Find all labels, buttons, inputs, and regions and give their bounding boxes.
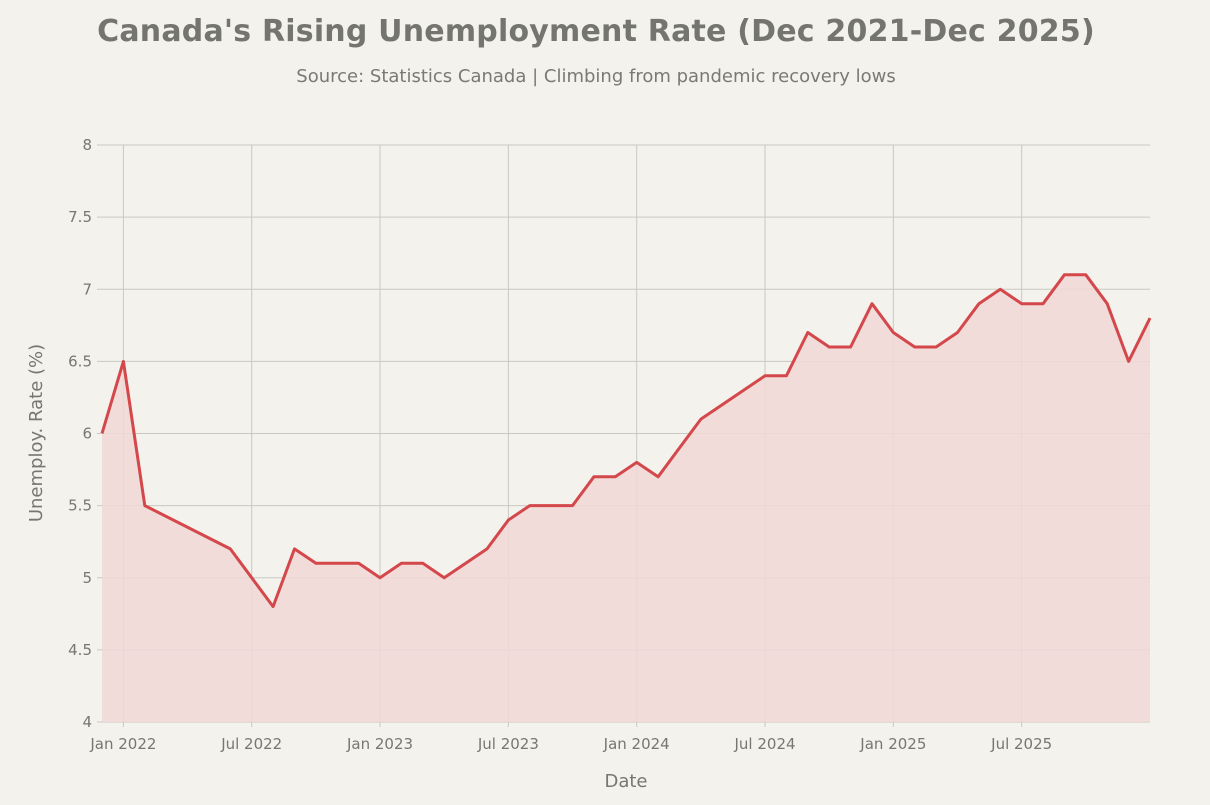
- data-point: [228, 547, 232, 551]
- y-tick-label: 4: [82, 713, 92, 731]
- data-point: [1084, 273, 1088, 277]
- data-point: [635, 460, 639, 464]
- y-tick-label: 7.5: [68, 208, 92, 226]
- y-tick-label: 4.5: [68, 641, 92, 659]
- y-tick-label: 7: [82, 280, 92, 298]
- data-point: [592, 475, 596, 479]
- x-tick-label: Jul 2024: [733, 735, 795, 753]
- data-point: [357, 561, 361, 565]
- x-tick-label: Jan 2025: [859, 735, 926, 753]
- y-tick-label: 6: [82, 425, 92, 443]
- data-point: [956, 331, 960, 335]
- data-point: [977, 302, 981, 306]
- data-point: [827, 345, 831, 349]
- data-point: [121, 359, 125, 363]
- data-point: [271, 605, 275, 609]
- series-line: [100, 273, 1152, 609]
- data-point: [399, 561, 403, 565]
- y-axis-ticks: 4 4.5 5 5.5 6 6.5 7 7.5 8: [68, 136, 102, 731]
- data-point: [806, 331, 810, 335]
- data-point: [699, 417, 703, 421]
- data-point: [1020, 302, 1024, 306]
- data-point: [913, 345, 917, 349]
- x-tick-label: Jul 2022: [220, 735, 282, 753]
- data-point: [1127, 359, 1131, 363]
- x-axis-title: Date: [604, 771, 647, 792]
- data-point: [1105, 302, 1109, 306]
- data-point: [143, 504, 147, 508]
- data-point: [571, 504, 575, 508]
- y-tick-label: 5.5: [68, 497, 92, 515]
- data-point: [292, 547, 296, 551]
- data-point: [506, 518, 510, 522]
- data-point: [870, 302, 874, 306]
- x-tick-label: Jan 2024: [603, 735, 670, 753]
- chart-subtitle: Source: Statistics Canada | Climbing fro…: [296, 66, 896, 87]
- data-point: [784, 374, 788, 378]
- data-point: [656, 475, 660, 479]
- x-tick-label: Jul 2023: [477, 735, 539, 753]
- series-line-layer: [100, 273, 1152, 609]
- y-tick-label: 6.5: [68, 352, 92, 370]
- data-point: [849, 345, 853, 349]
- x-tick-label: Jan 2023: [346, 735, 413, 753]
- y-axis-title: Unemploy. Rate (%): [26, 344, 47, 522]
- data-point: [1041, 302, 1045, 306]
- data-point: [1062, 273, 1066, 277]
- data-point: [314, 561, 318, 565]
- data-point: [677, 446, 681, 450]
- y-tick-label: 8: [82, 136, 92, 154]
- y-tick-label: 5: [82, 569, 92, 587]
- data-point: [485, 547, 489, 551]
- data-point: [613, 475, 617, 479]
- series-area-fill: [102, 274, 1150, 722]
- x-tick-label: Jul 2025: [990, 735, 1052, 753]
- data-point: [378, 576, 382, 580]
- data-point: [421, 561, 425, 565]
- x-axis-ticks: Jan 2022 Jul 2022 Jan 2023 Jul 2023 Jan 2024…: [89, 722, 1052, 753]
- chart-title: Canada's Rising Unemployment Rate (Dec 2…: [97, 14, 1095, 49]
- data-point: [763, 374, 767, 378]
- data-point: [442, 576, 446, 580]
- data-point: [891, 331, 895, 335]
- data-point: [998, 287, 1002, 291]
- data-point: [934, 345, 938, 349]
- area-fill-layer: [102, 274, 1150, 722]
- x-tick-label: Jan 2022: [89, 735, 156, 753]
- data-point: [1148, 316, 1152, 320]
- data-point: [528, 504, 532, 508]
